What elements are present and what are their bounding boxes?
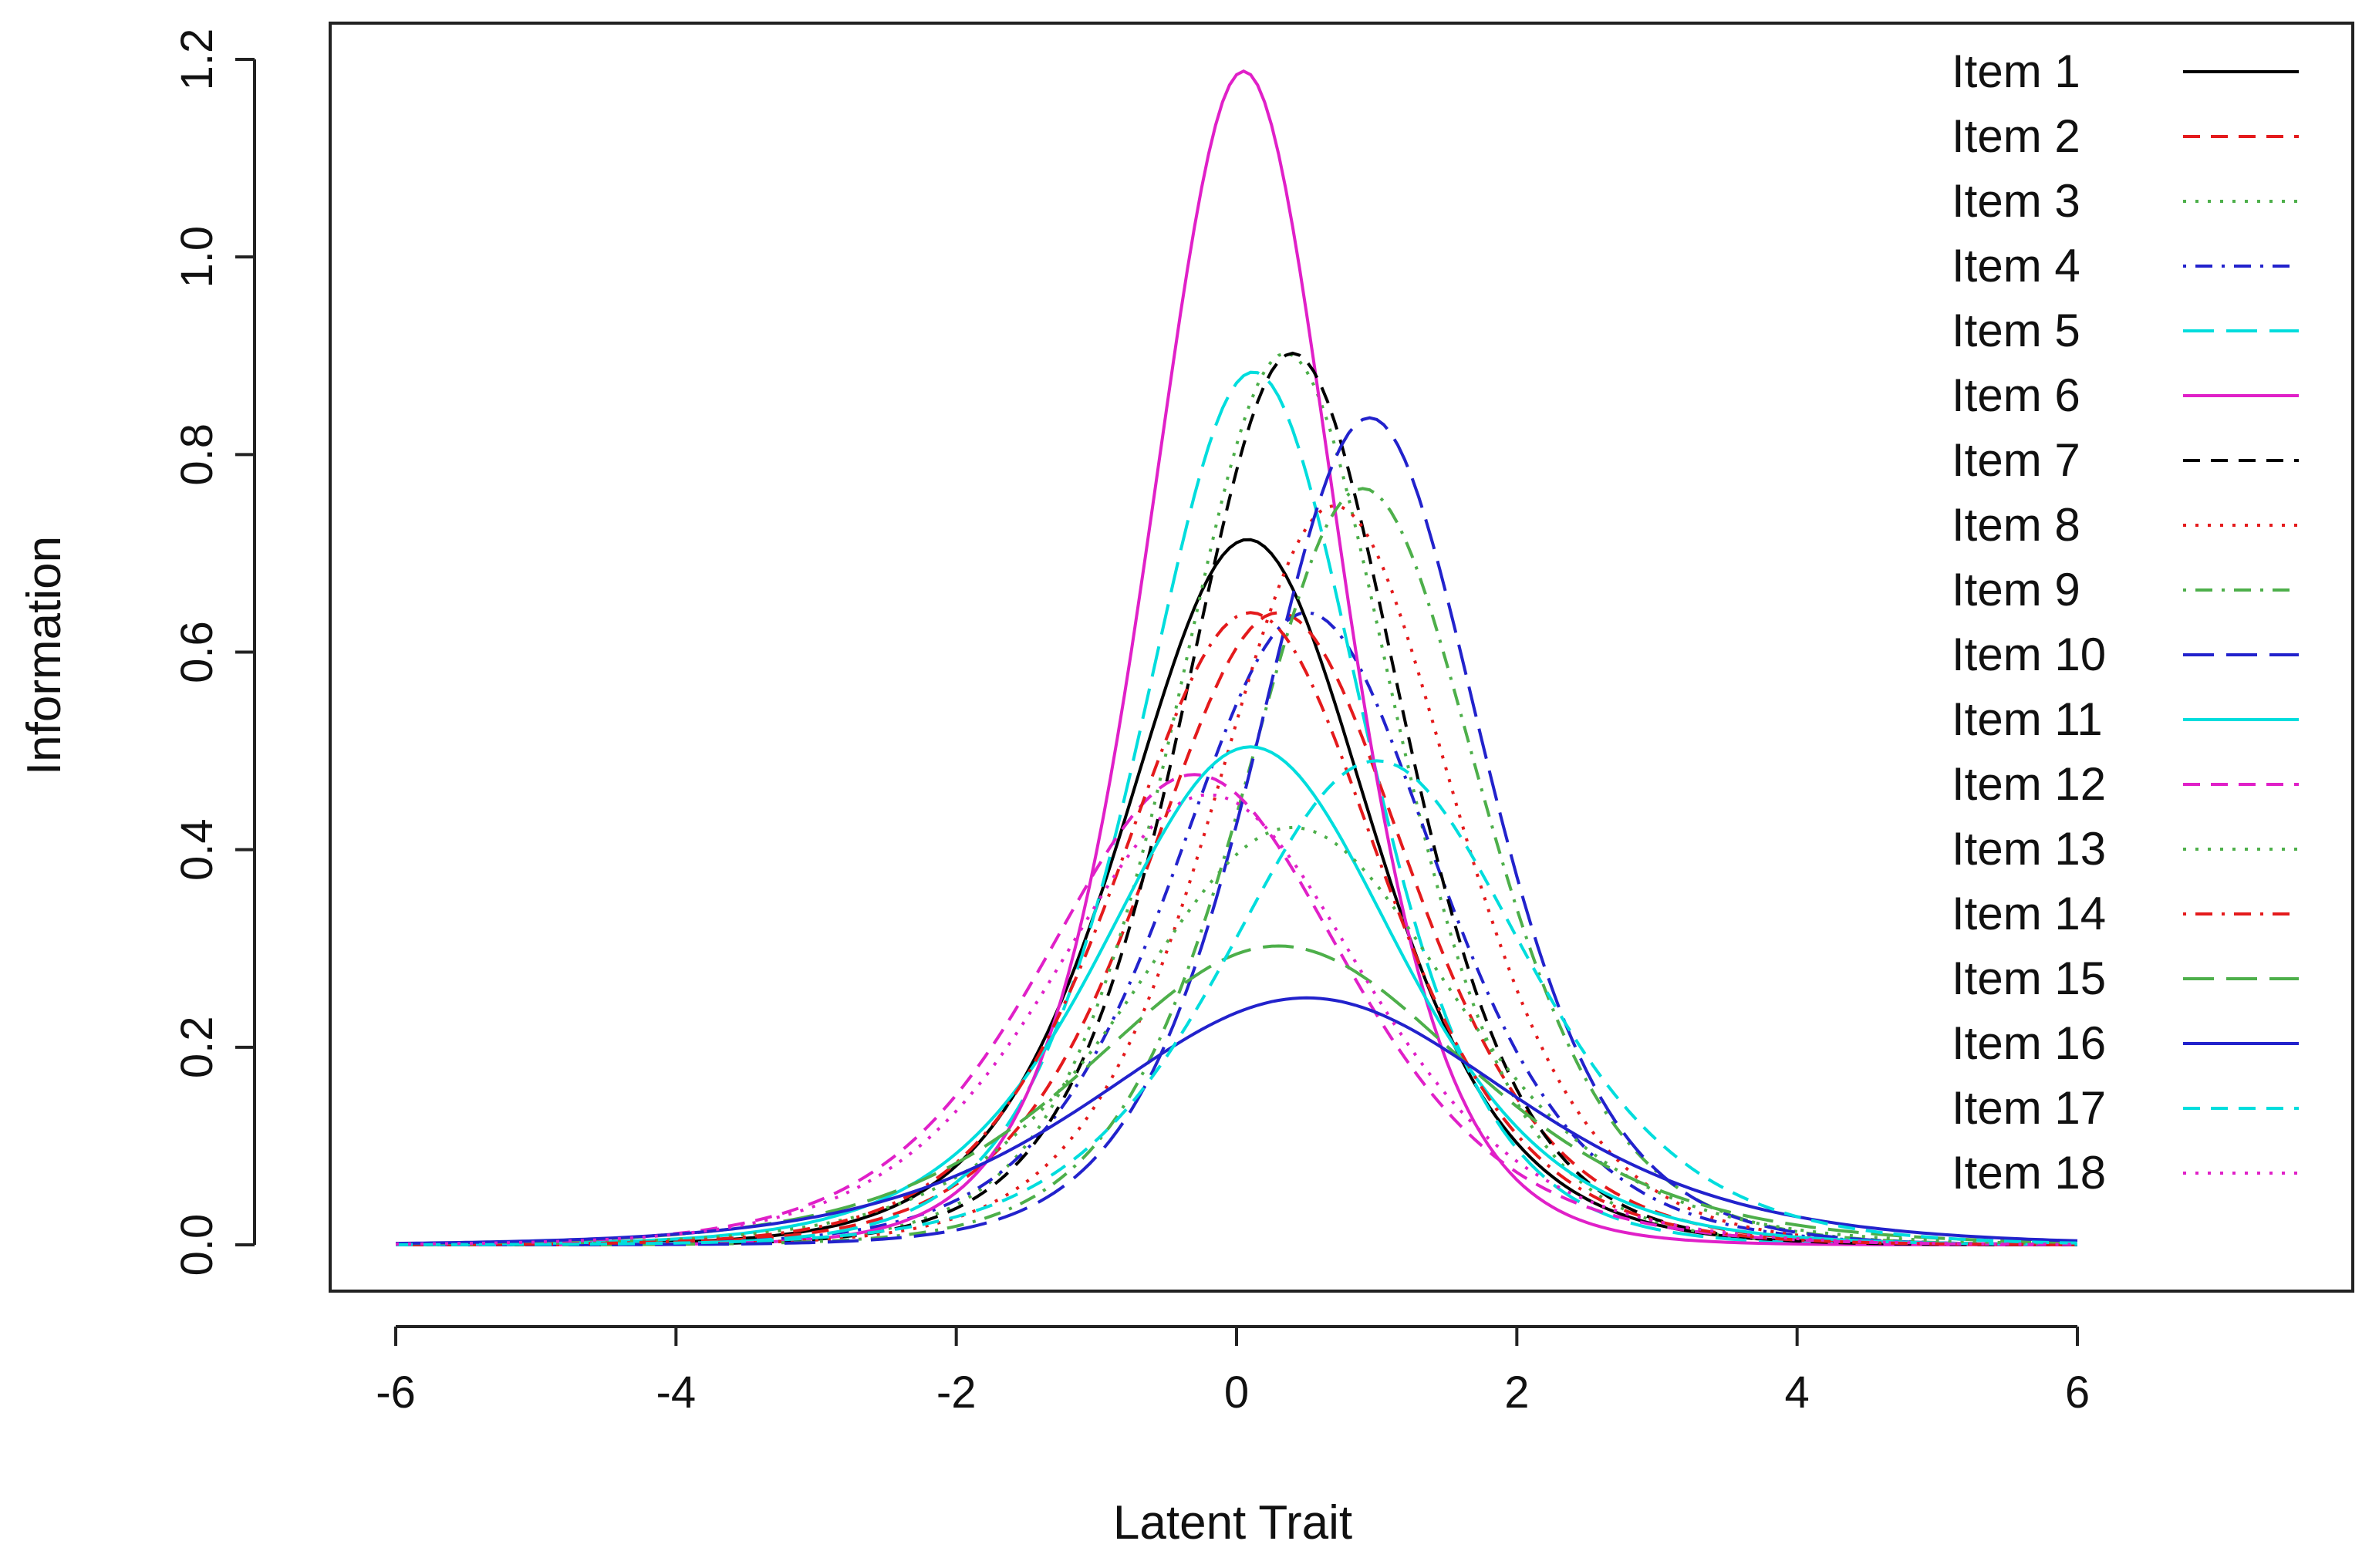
curves-layer (395, 69, 2078, 1246)
axes-layer: -6 -4 -2 0 2 4 6 0.0 0.2 0.4 0.6 0.8 1.0 1.2 (172, 29, 2090, 1418)
x-tick-label: 4 (1785, 1367, 1810, 1418)
y-tick-label: 0.4 (172, 818, 222, 881)
x-tick-label: -4 (656, 1367, 697, 1418)
series-line-item-11 (395, 745, 2077, 1246)
x-tick-label: 2 (1504, 1367, 1529, 1418)
legend-label-item-15: Item 15 (1952, 953, 2106, 1004)
x-tick-label: 6 (2065, 1367, 2090, 1418)
legend-label-item-3: Item 3 (1952, 175, 2080, 227)
legend-label-item-1: Item 1 (1952, 46, 2080, 97)
series-line-item-14 (396, 611, 2077, 1246)
legend-label-item-9: Item 9 (1952, 564, 2080, 615)
x-tick-label: -2 (936, 1367, 977, 1418)
legend-label-item-5: Item 5 (1952, 305, 2080, 356)
legend-label-item-8: Item 8 (1952, 499, 2080, 551)
y-tick-label: 1.2 (172, 29, 222, 91)
series-line-item-8 (396, 504, 2077, 1246)
y-tick-label: 0.6 (172, 621, 222, 683)
x-axis-title: Latent Trait (1113, 1496, 1352, 1549)
legend-label-item-17: Item 17 (1952, 1082, 2106, 1134)
legend-label-item-4: Item 4 (1952, 240, 2080, 292)
y-tick-label: 1.0 (172, 226, 222, 288)
legend-label-item-7: Item 7 (1952, 434, 2080, 486)
plot-frame (329, 22, 2354, 1293)
y-tick-label: 0.8 (172, 423, 222, 486)
legend-label-item-11: Item 11 (1952, 693, 2103, 745)
legend-label-item-13: Item 13 (1952, 823, 2106, 875)
legend: Item 1 Item 2 Item 3 Item 4 Item 5 Item 6 Item… (1952, 46, 2299, 1199)
series-line-item-13 (395, 825, 2078, 1246)
x-tick-label: -6 (376, 1367, 416, 1418)
series-line-item-9 (396, 487, 2078, 1246)
series-line-item-18 (395, 793, 2078, 1246)
legend-label-item-10: Item 10 (1952, 629, 2106, 680)
legend-label-item-2: Item 2 (1952, 110, 2080, 162)
legend-label-item-16: Item 16 (1952, 1017, 2106, 1069)
x-tick-label: 0 (1224, 1367, 1249, 1418)
y-axis-title: Information (18, 536, 71, 775)
y-tick-label: 0.2 (172, 1017, 222, 1079)
legend-label-item-12: Item 12 (1952, 758, 2106, 810)
legend-label-item-18: Item 18 (1952, 1147, 2106, 1199)
series-line-item-17 (396, 759, 2078, 1246)
y-tick-label: 0.0 (172, 1214, 222, 1276)
legend-label-item-6: Item 6 (1952, 369, 2080, 421)
legend-label-item-14: Item 14 (1952, 888, 2106, 939)
